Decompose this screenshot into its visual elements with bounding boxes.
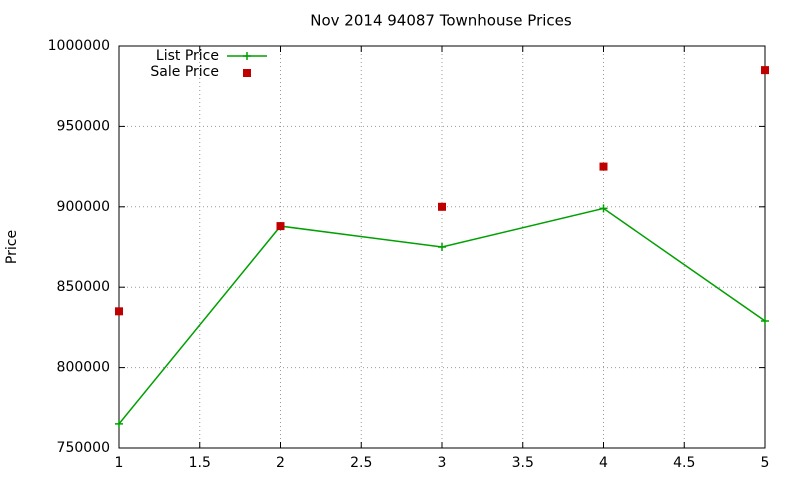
x-tick-label: 2.5 [350, 455, 372, 471]
legend-marker [243, 52, 251, 60]
y-tick-label: 1000000 [48, 38, 110, 54]
data-point [438, 202, 446, 211]
data-point [115, 419, 123, 428]
x-tick-label: 3 [438, 455, 447, 471]
legend-label: List Price [156, 48, 219, 64]
plot-frame [118, 45, 766, 449]
data-point [599, 162, 608, 171]
y-tick-label: 900000 [57, 199, 110, 215]
x-tick-label: 1 [115, 455, 124, 471]
data-point [761, 316, 769, 325]
data-point [438, 243, 446, 251]
data-point [115, 307, 123, 316]
data-point [761, 66, 769, 75]
data-point [276, 222, 285, 231]
y-tick-label: 750000 [57, 440, 110, 456]
y-tick-label: 850000 [57, 279, 110, 295]
y-tick-label: 800000 [57, 360, 110, 376]
x-tick-label: 2 [276, 455, 285, 471]
x-tick-label: 3.5 [512, 455, 534, 471]
x-tick-label: 4 [599, 455, 608, 471]
x-tick-label: 4.5 [673, 455, 695, 471]
chart-title: Nov 2014 94087 Townhouse Prices [310, 12, 572, 30]
legend-marker [243, 69, 251, 77]
data-point [599, 204, 608, 213]
legend-label: Sale Price [150, 64, 219, 80]
y-axis-label: Price [4, 230, 20, 264]
y-tick-label: 950000 [57, 118, 110, 134]
x-tick-label: 5 [761, 455, 770, 471]
series-line [118, 207, 766, 425]
x-tick-label: 1.5 [189, 455, 211, 471]
